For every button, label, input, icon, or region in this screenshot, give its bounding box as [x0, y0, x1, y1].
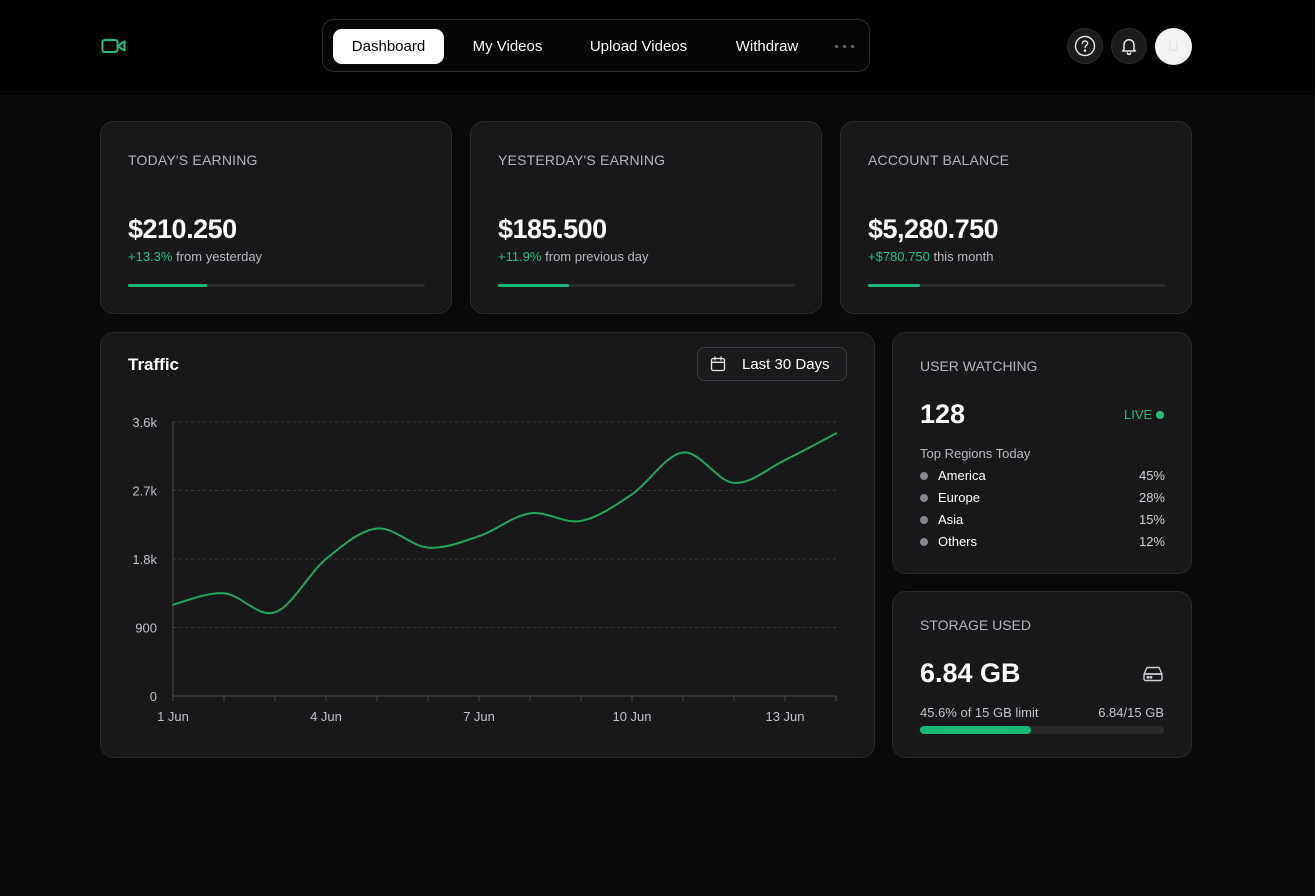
y-tick-label: 0: [150, 689, 157, 704]
storage-progress-fill: [920, 726, 1032, 734]
x-tick-label: 4 Jun: [310, 709, 342, 724]
region-dot: [920, 472, 928, 480]
stat-label: TODAY'S EARNING: [128, 152, 258, 168]
x-tick-label: 7 Jun: [463, 709, 495, 724]
nav-dashboard[interactable]: Dashboard: [333, 29, 444, 64]
region-pct: 12%: [1138, 534, 1165, 549]
live-label: LIVE: [1124, 407, 1153, 422]
stat-change-text: from previous day: [545, 249, 649, 264]
stat-card-yesterday: YESTERDAY'S EARNING $185.500 +11.9% from…: [470, 121, 822, 314]
user-watching-label: USER WATCHING: [920, 358, 1038, 374]
region-dot: [920, 538, 928, 546]
stat-progress-fill: [868, 284, 920, 287]
stat-change-text: from yesterday: [176, 249, 263, 264]
stat-label: YESTERDAY'S EARNING: [498, 152, 666, 168]
regions-title: Top Regions Today: [920, 446, 1031, 461]
stat-change-value: +$780.750: [868, 249, 930, 264]
region-pct: 45%: [1138, 468, 1165, 483]
stat-change-value: +13.3%: [128, 249, 173, 264]
stat-progress: [498, 284, 795, 287]
storage-card: STORAGE USED 6.84 GB 45.6% of 15 GB limi…: [892, 591, 1192, 758]
stat-change: +$780.750 this month: [868, 249, 993, 264]
stat-progress-fill: [498, 284, 569, 287]
region-name: Others: [938, 534, 978, 549]
nav-my-videos[interactable]: My Videos: [472, 38, 543, 55]
storage-value: 6.84 GB: [920, 658, 1021, 688]
stat-card-balance: ACCOUNT BALANCE $5,280.750 +$780.750 thi…: [840, 121, 1192, 314]
x-tick-label: 1 Jun: [157, 709, 189, 724]
storage-sub: 45.6% of 15 GB limit: [920, 705, 1039, 720]
traffic-chart: 0 900 1.8k 2.7k 3.6k 1 Jun 4 Jun 7 Jun 10 Jun 13 …: [132, 415, 837, 724]
date-range-button[interactable]: Last 30 Days: [697, 347, 847, 381]
user-watching-card: USER WATCHING 128 LIVE Top Regions Today…: [892, 332, 1192, 574]
region-name: America: [938, 468, 986, 483]
calendar-icon: [710, 356, 726, 372]
region-item: America 45%: [920, 467, 1165, 485]
region-dot: [920, 516, 928, 524]
region-pct: 15%: [1138, 512, 1165, 527]
region-dot: [920, 494, 928, 502]
y-tick-label: 2.7k: [132, 484, 157, 499]
top-bar: Dashboard My Videos Upload Videos Withdr…: [0, 0, 1315, 95]
user-watching-count: 128: [920, 399, 966, 429]
date-range-label: Last 30 Days: [742, 356, 830, 373]
stat-value: $5,280.750: [868, 214, 999, 244]
storage-usage: 6.84/15 GB: [1098, 705, 1164, 720]
y-tick-label: 3.6k: [132, 415, 157, 430]
storage-progress: [920, 726, 1164, 734]
storage-label: STORAGE USED: [920, 617, 1031, 633]
stat-change: +13.3% from yesterday: [128, 249, 262, 264]
y-tick-label: 1.8k: [132, 552, 157, 567]
region-pct: 28%: [1138, 490, 1165, 505]
stat-value: $210.250: [128, 214, 237, 244]
region-name: Europe: [938, 490, 980, 505]
traffic-card: Traffic Last 30 Days 0 900 1.8k 2.7k 3.6k 1 J…: [100, 332, 875, 758]
stat-progress: [868, 284, 1165, 287]
x-tick-label: 10 Jun: [612, 709, 651, 724]
more-horizontal-icon[interactable]: [833, 29, 859, 64]
traffic-title: Traffic: [128, 355, 180, 374]
live-indicator: [1156, 411, 1164, 419]
stat-change: +11.9% from previous day: [498, 249, 648, 264]
hard-drive-icon: [1142, 665, 1164, 683]
x-tick-label: 13 Jun: [765, 709, 804, 724]
nav-upload-videos[interactable]: Upload Videos: [589, 38, 688, 55]
y-tick-label: 900: [135, 621, 157, 636]
stat-change-value: +11.9%: [498, 249, 542, 264]
stat-label: ACCOUNT BALANCE: [868, 152, 1010, 168]
nav-withdraw[interactable]: Withdraw: [735, 38, 799, 55]
stat-progress-fill: [128, 284, 207, 287]
stat-progress: [128, 284, 425, 287]
stat-value: $185.500: [498, 214, 607, 244]
region-item: Europe 28%: [920, 489, 1165, 507]
stat-change-text: this month: [933, 249, 994, 264]
help-circle-icon[interactable]: [1067, 28, 1103, 64]
stat-card-today: TODAY'S EARNING $210.250 +13.3% from yes…: [100, 121, 452, 314]
avatar[interactable]: U: [1155, 28, 1192, 65]
video-camera-icon[interactable]: [101, 36, 127, 56]
region-name: Asia: [938, 512, 964, 527]
region-item: Asia 15%: [920, 511, 1165, 529]
bell-icon[interactable]: [1111, 28, 1147, 64]
region-item: Others 12%: [920, 533, 1165, 551]
series-line: [172, 432, 837, 615]
main-nav: Dashboard My Videos Upload Videos Withdr…: [322, 19, 870, 72]
